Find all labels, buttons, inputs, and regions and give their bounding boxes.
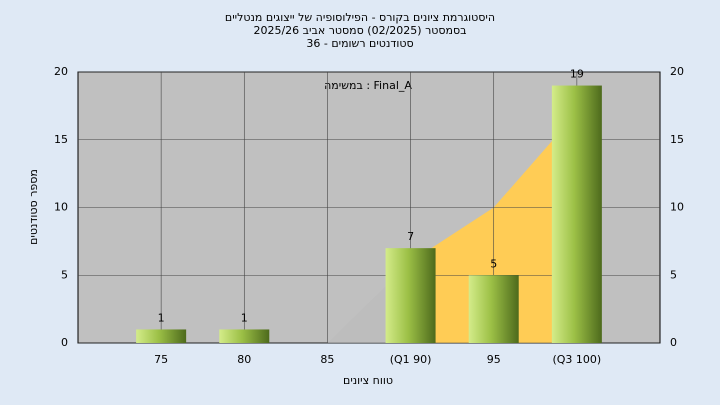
x-tick-label: (Q1 90) [390, 353, 432, 366]
y2-tick-label: 0 [670, 336, 677, 349]
value-label: 7 [407, 230, 414, 243]
bar [468, 275, 519, 343]
bar [551, 85, 602, 344]
x-tick-label: 95 [487, 353, 501, 366]
title-line: סטודנטים רשומים - 36 [306, 37, 413, 50]
y2-tick-label: 20 [670, 65, 684, 78]
bar [385, 248, 436, 343]
y-tick-label: 15 [54, 133, 68, 146]
x-axis-label: טווח ציונים [343, 374, 393, 387]
value-label: 5 [490, 257, 497, 270]
value-label: 1 [158, 311, 165, 324]
y-tick-label: 0 [61, 336, 68, 349]
x-tick-label: (Q3 100) [552, 353, 601, 366]
bar [136, 329, 187, 343]
y-tick-label: 5 [61, 268, 68, 281]
y-axis-label: מספר סטודנטים [27, 169, 40, 245]
bar [219, 329, 270, 343]
x-tick-label: 85 [320, 353, 334, 366]
annotation: Final_A : במשימה [324, 79, 412, 92]
y2-tick-label: 10 [670, 201, 684, 214]
y-tick-label: 10 [54, 201, 68, 214]
value-label: 19 [570, 68, 584, 81]
title-line: בסמסטר (02/2025) סמסטר אביב 2025/26 [253, 24, 466, 37]
x-tick-label: 75 [154, 353, 168, 366]
y2-tick-label: 5 [670, 268, 677, 281]
value-label: 1 [241, 311, 248, 324]
y2-tick-label: 15 [670, 133, 684, 146]
x-tick-label: 80 [237, 353, 251, 366]
title-line: היסטוגרמת ציונים בקורס - הפילוסופיה של י… [225, 11, 495, 24]
y-tick-label: 20 [54, 65, 68, 78]
